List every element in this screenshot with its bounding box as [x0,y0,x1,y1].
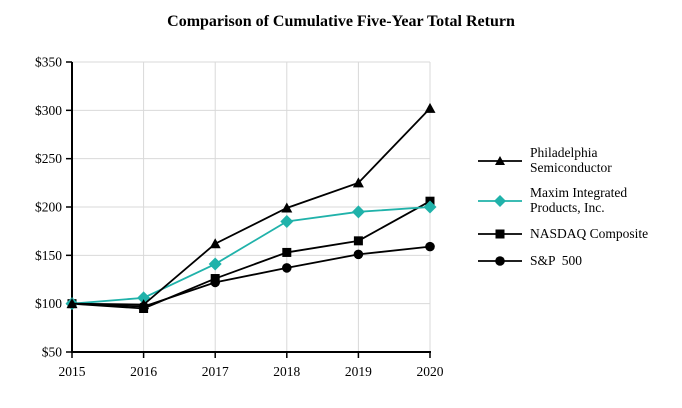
marker-triangle-philadelphia-semiconductor [138,299,150,310]
legend-label: Maxim Integrated Products, Inc. [530,185,628,215]
marker-diamond-maxim-integrated-products-inc [423,200,437,214]
series-line-maxim-integrated-products-inc [71,206,431,305]
legend-label: NASDAQ Composite [530,225,649,241]
marker-triangle-philadelphia-semiconductor [209,238,221,249]
x-tick-label: 2016 [130,364,157,379]
marker-triangle-philadelphia-semiconductor [281,202,293,213]
legend-item-maxim-integrated-products-inc: Maxim Integrated Products, Inc. [477,185,648,215]
y-tick-label: $250 [35,151,62,166]
x-tick-label: 2019 [345,364,372,379]
marker-circle-s-p-500 [353,249,364,260]
chart-legend: Philadelphia Semiconductor Maxim Integrat… [477,145,648,269]
legend-item-philadelphia-semiconductor: Philadelphia Semiconductor [477,145,648,175]
marker-triangle-philadelphia-semiconductor [66,298,78,309]
marker-square-nasdaq-composite [210,274,220,284]
marker-circle-s-p-500 [282,263,292,273]
legend-label: S&P 500 [530,252,583,268]
marker-triangle-philadelphia-semiconductor [424,102,436,113]
diamond-icon [494,194,506,207]
y-tick-label: $150 [35,248,62,263]
legend-item-s-p-500: S&P 500 [477,253,648,269]
y-tick-label: $50 [42,345,63,360]
legend-marker-diamond-icon [478,194,522,207]
x-tick-label: 2018 [273,364,300,379]
chart-title: Comparison of Cumulative Five-Year Total… [167,13,515,30]
marker-diamond-maxim-integrated-products-inc [280,215,294,228]
y-tick-label: $200 [35,200,62,215]
marker-diamond-maxim-integrated-products-inc [208,257,222,271]
legend-marker-triangle-icon [478,155,522,165]
series-s-p-500 [67,241,435,312]
legend-item-nasdaq-composite: NASDAQ Composite [477,226,648,242]
series-line-nasdaq-composite [71,200,431,310]
series-line-philadelphia-semiconductor [71,107,431,306]
x-tick-label: 2015 [59,364,86,379]
circle-icon [495,256,505,266]
y-tick-label: $350 [35,55,62,70]
x-tick-label: 2020 [417,364,444,379]
legend-marker-square-icon [478,229,522,239]
x-tick-label: 2017 [202,364,229,379]
marker-diamond-maxim-integrated-products-inc [351,205,365,219]
y-tick-label: $100 [35,296,62,311]
legend-marker-circle-icon [478,256,522,266]
marker-square-nasdaq-composite [282,247,292,257]
series-line-s-p-500 [71,245,431,308]
series-philadelphia-semiconductor [66,102,436,310]
series-maxim-integrated-products-inc [65,200,437,311]
marker-circle-s-p-500 [425,241,435,252]
y-tick-label: $300 [35,103,62,118]
square-icon [495,229,505,239]
marker-square-nasdaq-composite [353,236,363,246]
triangle-icon [495,155,505,165]
marker-triangle-philadelphia-semiconductor [352,177,364,188]
legend-label: Philadelphia Semiconductor [530,145,612,175]
